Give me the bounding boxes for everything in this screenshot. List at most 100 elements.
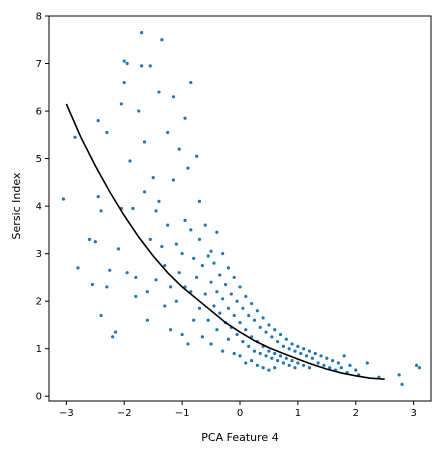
scatter-point bbox=[212, 261, 216, 265]
scatter-point bbox=[348, 363, 352, 367]
scatter-point bbox=[264, 330, 268, 334]
scatter-point bbox=[247, 313, 251, 318]
scatter-point bbox=[273, 351, 277, 356]
scatter-point bbox=[194, 275, 199, 280]
x-tick-label: −2 bbox=[117, 408, 132, 419]
y-tick-label: 4 bbox=[36, 202, 42, 213]
scatter-point bbox=[212, 304, 216, 308]
scatter-point bbox=[284, 337, 288, 341]
scatter-point bbox=[296, 344, 300, 348]
scatter-point bbox=[174, 299, 178, 303]
scatter-point bbox=[313, 351, 317, 356]
scatter-point bbox=[215, 290, 219, 294]
scatter-point bbox=[145, 318, 149, 322]
y-tick-label: 8 bbox=[36, 12, 42, 23]
scatter-point bbox=[226, 337, 231, 341]
scatter-point bbox=[166, 130, 170, 135]
scatter-point bbox=[76, 266, 80, 270]
scatter-point bbox=[168, 328, 173, 332]
scatter-point bbox=[171, 95, 176, 99]
scatter-point bbox=[197, 306, 202, 310]
scatter-point bbox=[177, 271, 181, 275]
scatter-point bbox=[270, 335, 274, 339]
scatter-point bbox=[203, 223, 207, 227]
scatter-point bbox=[417, 366, 422, 370]
y-tick-label: 6 bbox=[36, 107, 42, 118]
scatter-point bbox=[276, 359, 280, 363]
scatter-point bbox=[267, 368, 271, 372]
scatter-point bbox=[157, 199, 161, 203]
scatter-point bbox=[293, 366, 297, 370]
scatter-point bbox=[168, 285, 173, 289]
axes: −3 −2 −1 0 1 2 3 0 1 2 3 4 5 6 7 8 bbox=[36, 12, 432, 419]
scatter-point bbox=[87, 237, 92, 241]
scatter-point bbox=[299, 351, 303, 356]
scatter-point bbox=[296, 361, 300, 365]
x-tick-label: 0 bbox=[237, 408, 243, 419]
y-tick-label: 2 bbox=[36, 297, 42, 308]
scatter-point bbox=[397, 373, 401, 377]
scatter-point bbox=[90, 282, 95, 287]
scatter-point bbox=[209, 249, 213, 253]
scatter-point bbox=[154, 209, 158, 213]
scatter-point bbox=[261, 366, 265, 370]
scatter-point bbox=[238, 320, 242, 325]
scatter-point bbox=[151, 176, 155, 180]
plot-area bbox=[61, 31, 422, 386]
fit-curve bbox=[65, 103, 385, 380]
scatter-point bbox=[252, 349, 257, 353]
scatter-point bbox=[325, 356, 329, 360]
scatter-point bbox=[142, 140, 147, 144]
scatter-point bbox=[354, 368, 358, 372]
scatter-point bbox=[131, 206, 135, 211]
scatter-point bbox=[258, 351, 262, 356]
scatter-point bbox=[119, 102, 123, 106]
x-tick-label: 3 bbox=[410, 408, 416, 419]
scatter-point bbox=[221, 349, 225, 353]
scatter-point bbox=[203, 292, 207, 296]
scatter-point bbox=[261, 316, 265, 320]
scatter-point bbox=[183, 218, 187, 222]
scatter-point bbox=[244, 361, 248, 365]
scatter-point bbox=[290, 359, 294, 363]
scatter-point bbox=[194, 154, 199, 158]
scatter-point bbox=[186, 166, 190, 170]
scatter-point bbox=[229, 292, 233, 296]
scatter-point bbox=[128, 159, 132, 163]
scatter-point bbox=[125, 61, 129, 66]
scatter-point bbox=[209, 280, 213, 284]
scatter-point bbox=[241, 339, 245, 344]
scatter-point bbox=[99, 313, 103, 318]
scatter-point bbox=[223, 282, 228, 287]
scatter-point bbox=[241, 306, 245, 310]
scatter-point bbox=[215, 328, 219, 332]
scatter-point bbox=[322, 363, 326, 367]
scatter-point bbox=[218, 311, 222, 315]
scatter-point bbox=[278, 332, 283, 337]
y-axis-label: Sersic Index bbox=[10, 172, 23, 239]
scatter-point bbox=[273, 366, 277, 370]
scatter-point bbox=[276, 339, 280, 344]
scatter-point bbox=[267, 323, 271, 327]
scatter-point bbox=[232, 313, 236, 318]
scatter-point bbox=[304, 354, 309, 358]
scatter-point bbox=[154, 278, 158, 282]
scatter-point bbox=[287, 363, 291, 367]
y-tick-label: 7 bbox=[36, 59, 42, 70]
scatter-point bbox=[189, 80, 193, 85]
scatter-point bbox=[61, 197, 66, 201]
scatter-point bbox=[331, 359, 335, 363]
scatter-point bbox=[316, 361, 320, 365]
axes-frame bbox=[48, 15, 432, 402]
x-tick-label: −1 bbox=[175, 408, 190, 419]
scatter-point bbox=[197, 199, 202, 203]
scatter-point bbox=[226, 266, 231, 270]
y-tick-label: 3 bbox=[36, 249, 42, 260]
scatter-point bbox=[174, 242, 178, 246]
scatter-point bbox=[258, 325, 262, 329]
scatter-point bbox=[99, 209, 103, 213]
scatter-point bbox=[307, 366, 312, 370]
scatter-point bbox=[140, 31, 144, 35]
scatter-point bbox=[116, 247, 121, 251]
scatter-point bbox=[148, 237, 152, 241]
